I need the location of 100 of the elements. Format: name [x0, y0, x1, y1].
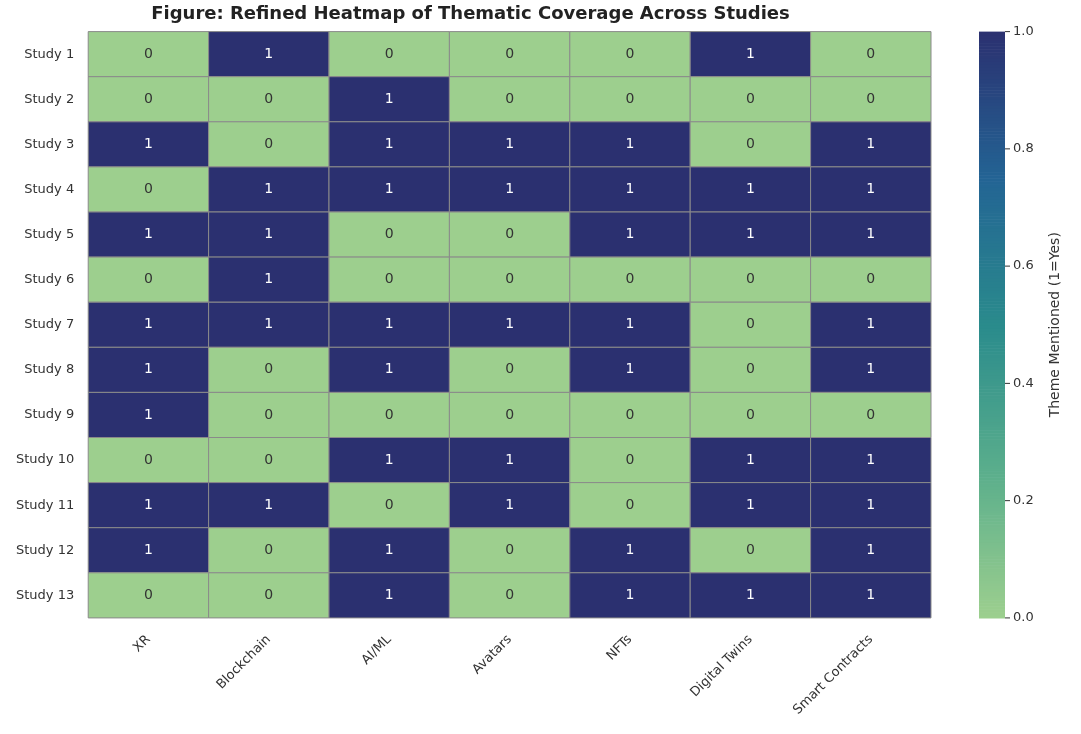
color-bar-title: Theme Mentioned (1=Yes) — [1045, 232, 1062, 419]
data-label: 1 — [866, 450, 876, 467]
data-label: 1 — [505, 180, 515, 197]
data-label: 0 — [745, 270, 755, 287]
chart-title: Figure: Refined Heatmap of Thematic Coverage Across Studies — [151, 2, 790, 24]
data-label: 0 — [384, 44, 394, 61]
data-label: 0 — [625, 44, 635, 61]
data-label: 0 — [745, 134, 755, 151]
data-label: 0 — [264, 89, 274, 106]
y-tick-label: Study 7 — [24, 316, 75, 332]
y-tick-label: Study 1 — [24, 45, 75, 61]
data-label: 1 — [505, 495, 515, 512]
data-label: 0 — [625, 270, 635, 287]
y-tick-label: Study 4 — [24, 180, 75, 196]
data-label: 1 — [505, 134, 515, 151]
data-label: 1 — [866, 586, 876, 602]
data-label: 1 — [384, 450, 394, 467]
data-label: 0 — [264, 360, 274, 377]
data-label: 0 — [505, 586, 515, 602]
color-bar-label: 0.4 — [1013, 374, 1034, 390]
data-label: 0 — [505, 270, 515, 287]
data-label: 1 — [866, 495, 876, 512]
data-label: 0 — [745, 540, 755, 557]
y-tick-label: Study 10 — [15, 451, 75, 467]
data-label: 0 — [745, 89, 755, 106]
data-label: 1 — [625, 315, 635, 332]
data-label: 0 — [866, 270, 876, 287]
data-label: 1 — [384, 315, 394, 332]
data-label: 0 — [384, 225, 394, 242]
data-label: 1 — [866, 134, 876, 151]
y-tick-label: Study 5 — [24, 225, 75, 241]
color-bar-label: 0.8 — [1013, 140, 1034, 156]
y-tick-label: Study 3 — [24, 135, 75, 151]
data-label: 1 — [866, 315, 876, 332]
data-label: 1 — [625, 134, 635, 151]
data-label: 1 — [625, 540, 635, 557]
data-label: 1 — [264, 270, 274, 287]
y-tick-label: Study 12 — [15, 541, 75, 557]
data-label: 1 — [384, 540, 394, 557]
data-label: 0 — [625, 495, 635, 512]
data-label: 0 — [866, 89, 876, 106]
data-label: 0 — [384, 405, 394, 422]
data-label: 1 — [745, 450, 755, 467]
data-label: 1 — [745, 180, 755, 197]
data-label: 1 — [625, 360, 635, 377]
data-label: 1 — [745, 44, 755, 61]
data-label: 1 — [745, 225, 755, 242]
data-label: 0 — [264, 134, 274, 151]
data-label: 1 — [625, 180, 635, 197]
data-label: 1 — [143, 360, 153, 377]
data-label: 1 — [625, 225, 635, 242]
data-label: 0 — [505, 540, 515, 557]
data-label: 0 — [505, 360, 515, 377]
data-label: 1 — [384, 360, 394, 377]
data-label: 1 — [866, 225, 876, 242]
data-label: 1 — [745, 495, 755, 512]
data-label: 0 — [264, 586, 274, 602]
data-label: 0 — [625, 89, 635, 106]
data-label: 0 — [866, 405, 876, 422]
data-label: 1 — [505, 450, 515, 467]
data-label: 1 — [264, 315, 274, 332]
data-label: 0 — [505, 225, 515, 242]
data-label: 1 — [143, 495, 153, 512]
data-label: 1 — [264, 44, 274, 61]
data-label: 0 — [745, 315, 755, 332]
data-label: 0 — [264, 405, 274, 422]
color-bar-label: 1.0 — [1013, 22, 1034, 38]
data-label: 0 — [143, 89, 153, 106]
data-label: 1 — [505, 315, 515, 332]
color-bar-label: 0.6 — [1013, 257, 1034, 273]
data-label: 1 — [384, 134, 394, 151]
data-label: 0 — [143, 180, 153, 197]
data-label: 1 — [143, 405, 153, 422]
color-bar-label: 0.2 — [1013, 492, 1034, 508]
data-label: 0 — [264, 540, 274, 557]
data-label: 0 — [264, 450, 274, 467]
data-label: 0 — [384, 270, 394, 287]
data-label: 1 — [264, 495, 274, 512]
data-label: 0 — [143, 450, 153, 467]
data-label: 0 — [384, 495, 394, 512]
data-label: 0 — [505, 405, 515, 422]
data-label: 0 — [505, 44, 515, 61]
data-label: 1 — [143, 540, 153, 557]
data-label: 1 — [264, 225, 274, 242]
x-tick-label: XR — [129, 631, 153, 655]
data-label: 1 — [866, 540, 876, 557]
data-label: 0 — [745, 405, 755, 422]
data-label: 1 — [625, 586, 635, 602]
data-label: 0 — [866, 44, 876, 61]
color-bar-label: 0.0 — [1013, 609, 1034, 625]
y-tick-label: Study 2 — [24, 90, 75, 106]
data-label: 1 — [384, 180, 394, 197]
data-label: 1 — [143, 315, 153, 332]
y-tick-label: Study 9 — [24, 406, 75, 422]
data-label: 1 — [143, 134, 153, 151]
y-tick-label: Study 13 — [15, 586, 75, 602]
y-tick-label: Study 8 — [24, 361, 75, 377]
data-label: 1 — [384, 586, 394, 602]
data-label: 1 — [866, 360, 876, 377]
data-label: 1 — [264, 180, 274, 197]
